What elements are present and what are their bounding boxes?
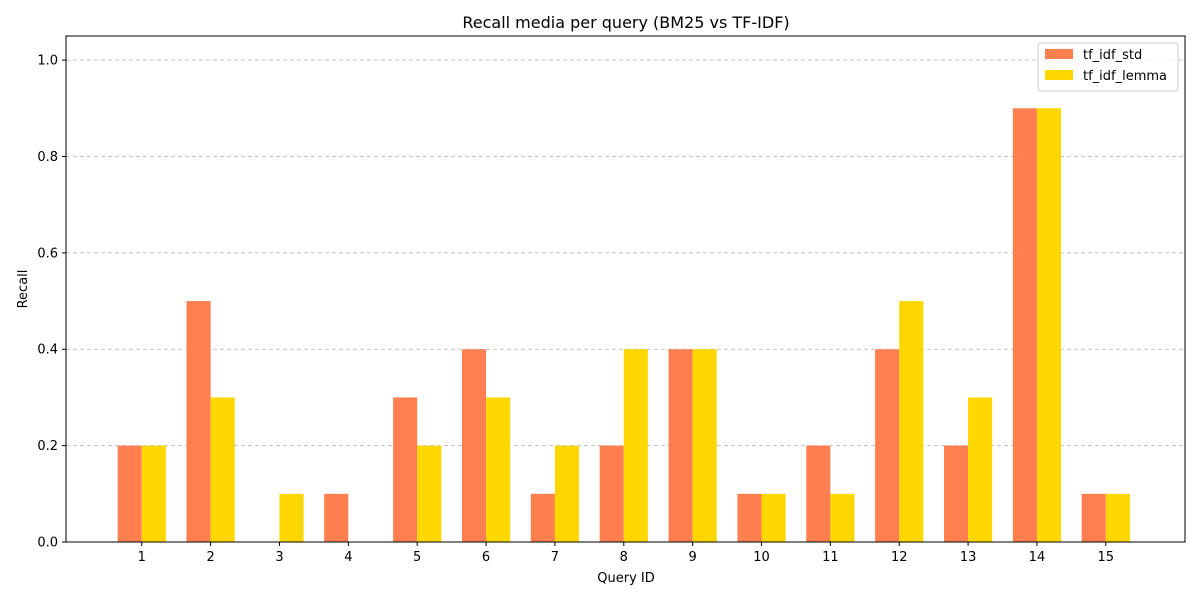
bar-tf-idf-std-4 xyxy=(324,493,349,542)
x-tick-label: 3 xyxy=(275,550,283,565)
legend-label-tf-idf-std: tf_idf_std xyxy=(1083,48,1142,63)
x-ticks: 1 2 3 4 5 6 7 8 9 10 11 12 13 14 15 xyxy=(138,542,1114,565)
bar-tf-idf-lemma-3 xyxy=(279,493,304,542)
x-tick-label: 13 xyxy=(960,550,977,565)
y-tick-label: 0.6 xyxy=(37,246,58,261)
bar-tf-idf-lemma-14 xyxy=(1036,108,1062,543)
x-tick-label: 12 xyxy=(891,550,908,565)
bar-tf-idf-lemma-2 xyxy=(210,397,235,542)
x-tick-label: 15 xyxy=(1098,550,1115,565)
bar-tf-idf-std-12 xyxy=(875,349,900,542)
legend-swatch-tf-idf-std xyxy=(1045,49,1073,59)
bar-tf-idf-lemma-15 xyxy=(1105,493,1130,542)
bar-tf-idf-std-13 xyxy=(943,445,969,542)
x-tick-label: 8 xyxy=(620,550,628,565)
bar-tf-idf-std-6 xyxy=(461,349,487,542)
y-tick-label: 1.0 xyxy=(37,54,58,69)
x-tick-label: 1 xyxy=(138,550,146,565)
bar-tf-idf-std-7 xyxy=(530,493,555,542)
x-tick-label: 7 xyxy=(551,550,559,565)
bar-tf-idf-lemma-7 xyxy=(554,445,580,542)
bar-tf-idf-lemma-11 xyxy=(830,493,855,542)
bar-tf-idf-std-15 xyxy=(1081,493,1106,542)
bar-tf-idf-std-1 xyxy=(117,445,142,542)
bar-tf-idf-std-14 xyxy=(1012,108,1037,543)
bar-tf-idf-lemma-6 xyxy=(486,397,511,542)
legend-label-tf-idf-lemma: tf_idf_lemma xyxy=(1083,69,1167,84)
y-ticks: 0.0 0.2 0.4 0.6 0.8 1.0 xyxy=(37,54,66,551)
y-tick-label: 0.2 xyxy=(37,439,58,454)
bar-tf-idf-lemma-10 xyxy=(761,493,786,542)
x-tick-label: 11 xyxy=(822,550,839,565)
bar-tf-idf-lemma-8 xyxy=(623,349,648,542)
bar-tf-idf-lemma-9 xyxy=(692,349,717,542)
axes xyxy=(65,35,1186,543)
bar-tf-idf-std-9 xyxy=(668,349,693,542)
y-tick-label: 0.8 xyxy=(37,150,58,165)
bar-tf-idf-lemma-1 xyxy=(141,445,166,542)
plot-frame xyxy=(65,35,1186,543)
bar-tf-idf-lemma-5 xyxy=(417,445,442,542)
x-tick-label: 2 xyxy=(206,550,214,565)
bar-tf-idf-std-5 xyxy=(393,397,418,542)
bar-tf-idf-std-10 xyxy=(737,493,762,542)
chart-title: Recall media per query (BM25 vs TF-IDF) xyxy=(462,13,789,32)
bar-tf-idf-lemma-12 xyxy=(899,301,924,542)
bars xyxy=(117,108,1130,543)
y-tick-label: 0.4 xyxy=(37,343,58,358)
y-tick-label: 0.0 xyxy=(37,536,58,551)
x-tick-label: 9 xyxy=(688,550,696,565)
x-tick-label: 5 xyxy=(413,550,421,565)
bar-tf-idf-std-8 xyxy=(599,445,624,542)
x-tick-label: 6 xyxy=(482,550,490,565)
x-tick-label: 4 xyxy=(344,550,352,565)
bar-tf-idf-std-11 xyxy=(806,445,831,542)
y-axis-label: Recall xyxy=(16,270,31,309)
bar-tf-idf-std-2 xyxy=(186,301,211,542)
legend-swatch-tf-idf-lemma xyxy=(1045,70,1073,80)
legend: tf_idf_std tf_idf_lemma xyxy=(1037,42,1179,92)
x-tick-label: 14 xyxy=(1029,550,1046,565)
bar-tf-idf-lemma-13 xyxy=(968,397,993,542)
x-axis-label: Query ID xyxy=(597,571,654,586)
x-tick-label: 10 xyxy=(753,550,770,565)
